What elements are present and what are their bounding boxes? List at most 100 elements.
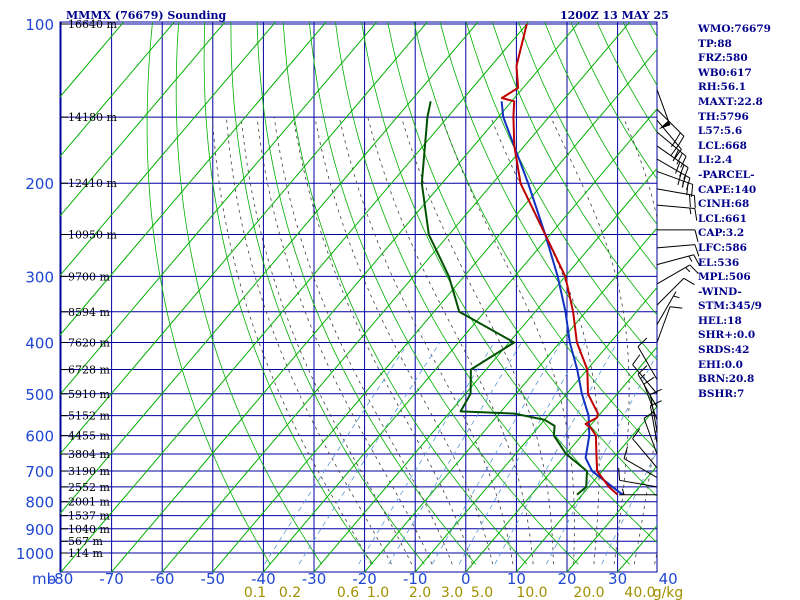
pressure-label: 700 bbox=[25, 463, 54, 481]
index-line: WMO:76679 bbox=[698, 23, 771, 35]
wind-barb-staff bbox=[643, 418, 658, 455]
wind-barb-staff bbox=[619, 479, 658, 488]
mixing-ratio-line bbox=[458, 342, 586, 565]
isotherm-line bbox=[60, 22, 327, 336]
index-line: CINH:68 bbox=[698, 198, 750, 211]
index-line: TP:88 bbox=[698, 37, 732, 50]
wind-barb-staff bbox=[637, 373, 658, 408]
height-label: 8594 m bbox=[68, 306, 110, 319]
index-line: FRZ:580 bbox=[698, 52, 748, 65]
temperature-tick-label: 40 bbox=[659, 570, 678, 588]
wind-barb-staff bbox=[656, 188, 695, 197]
index-line: STM:345/9 bbox=[698, 300, 762, 313]
index-line: BSHR:7 bbox=[698, 387, 745, 400]
height-label: 2552 m bbox=[68, 481, 110, 494]
height-label: 1040 m bbox=[68, 523, 110, 536]
wind-barb bbox=[632, 354, 658, 395]
dry-adiabat-line bbox=[282, 22, 528, 565]
wind-barb-staff bbox=[656, 170, 693, 185]
dry-adiabat-line bbox=[203, 22, 374, 565]
temperature-tick-label: -40 bbox=[251, 570, 276, 588]
index-line: L57:5.6 bbox=[698, 125, 743, 138]
dry-adiabat-line bbox=[335, 22, 630, 565]
wind-barb-full bbox=[683, 167, 689, 180]
temperature-tick-label: 0 bbox=[461, 570, 471, 588]
isotherm-line bbox=[60, 22, 479, 515]
wind-barb-staff bbox=[649, 394, 658, 432]
wind-barb-staff bbox=[656, 244, 695, 249]
dry-adiabat-line bbox=[439, 22, 657, 406]
temperature-tick-label: -60 bbox=[150, 570, 175, 588]
index-line: LI:2.4 bbox=[698, 154, 733, 167]
temperature-tick-label: -70 bbox=[99, 570, 124, 588]
mixing-ratio-line bbox=[601, 450, 657, 565]
wind-barb bbox=[656, 244, 700, 257]
mixing-ratio-unit-label: g/kg bbox=[653, 585, 684, 600]
index-line: CAPE:140 bbox=[698, 183, 757, 196]
wind-barb bbox=[619, 488, 657, 496]
dry-adiabat-line bbox=[518, 22, 657, 271]
pressure-label: 900 bbox=[25, 521, 54, 539]
index-line: HEL:18 bbox=[698, 314, 742, 327]
wind-barb-full bbox=[637, 337, 648, 347]
wind-barb-half bbox=[670, 141, 676, 147]
wind-barb bbox=[623, 446, 658, 478]
dry-adiabats bbox=[146, 22, 657, 565]
pressure-label: 400 bbox=[25, 334, 54, 352]
isotherm-line bbox=[262, 108, 657, 572]
wind-barb-full bbox=[618, 467, 621, 481]
height-label: 6728 m bbox=[68, 364, 110, 377]
mixing-ratio-line bbox=[388, 342, 522, 565]
wind-barb-staff bbox=[623, 458, 658, 478]
isotherm-line bbox=[313, 167, 657, 572]
wind-barb-full bbox=[637, 365, 648, 375]
height-label: 3804 m bbox=[68, 448, 110, 461]
wind-barb-full bbox=[650, 400, 662, 407]
wind-barb-full bbox=[675, 161, 681, 174]
parcel-trace bbox=[500, 101, 624, 496]
wind-barb-full bbox=[680, 156, 687, 168]
dewpoint-trace bbox=[420, 101, 588, 496]
index-line: -PARCEL- bbox=[698, 168, 755, 181]
isotherm-line bbox=[161, 22, 631, 572]
temperature-tick-label: 20 bbox=[557, 570, 576, 588]
mixing-ratio-labels: 0.1 0.2 0.6 1.0 2.0 3.0 5.0 10.0 20.0 40.0g/kg bbox=[244, 585, 683, 600]
wind-barb-full bbox=[693, 254, 701, 266]
wind-barb-half bbox=[688, 255, 693, 262]
height-label: 4455 m bbox=[68, 430, 110, 443]
pressure-label: 100 bbox=[25, 16, 54, 34]
index-line: SRDS:42 bbox=[698, 344, 750, 357]
height-label: 5910 m bbox=[68, 388, 110, 401]
wind-barb-staff bbox=[632, 438, 658, 469]
height-labels: 16640 m 14180 m 12410 m 10950 m 9700 m 8594 m… bbox=[60, 18, 117, 560]
wind-barb-full bbox=[632, 354, 641, 365]
wind-barb-full bbox=[683, 277, 695, 286]
pressure-label: 1000 bbox=[16, 545, 54, 563]
wind-barb-full bbox=[686, 182, 689, 196]
height-label: 12410 m bbox=[68, 177, 117, 190]
wind-barb bbox=[656, 254, 701, 266]
height-label: 7620 m bbox=[68, 336, 110, 349]
mixing-ratio-label: 40.0 bbox=[624, 585, 655, 600]
moist-adiabats bbox=[212, 117, 657, 565]
dry-adiabat-line bbox=[413, 22, 657, 452]
index-line: LFC:586 bbox=[698, 241, 747, 254]
wind-barb-staff bbox=[656, 291, 677, 325]
wind-barb bbox=[656, 277, 695, 306]
moist-adiabat-line bbox=[622, 117, 657, 565]
index-line: RH:56.1 bbox=[698, 81, 747, 94]
wind-barb-full bbox=[650, 388, 662, 395]
wind-barb-full bbox=[676, 152, 683, 165]
wind-barb bbox=[656, 170, 694, 197]
mixing-ratio-label: 0.6 bbox=[337, 585, 359, 600]
wind-barb-staff bbox=[656, 158, 691, 179]
mixing-ratio-line bbox=[298, 342, 441, 565]
moist-adiabat-line bbox=[256, 117, 433, 565]
wind-barb-half bbox=[689, 207, 692, 215]
wind-barb-half bbox=[682, 180, 684, 188]
isotherm-line bbox=[110, 22, 580, 572]
height-label: 10950 m bbox=[68, 229, 117, 242]
wind-barb bbox=[656, 188, 696, 208]
wind-barb bbox=[618, 467, 658, 488]
isotherm-line bbox=[60, 22, 530, 572]
